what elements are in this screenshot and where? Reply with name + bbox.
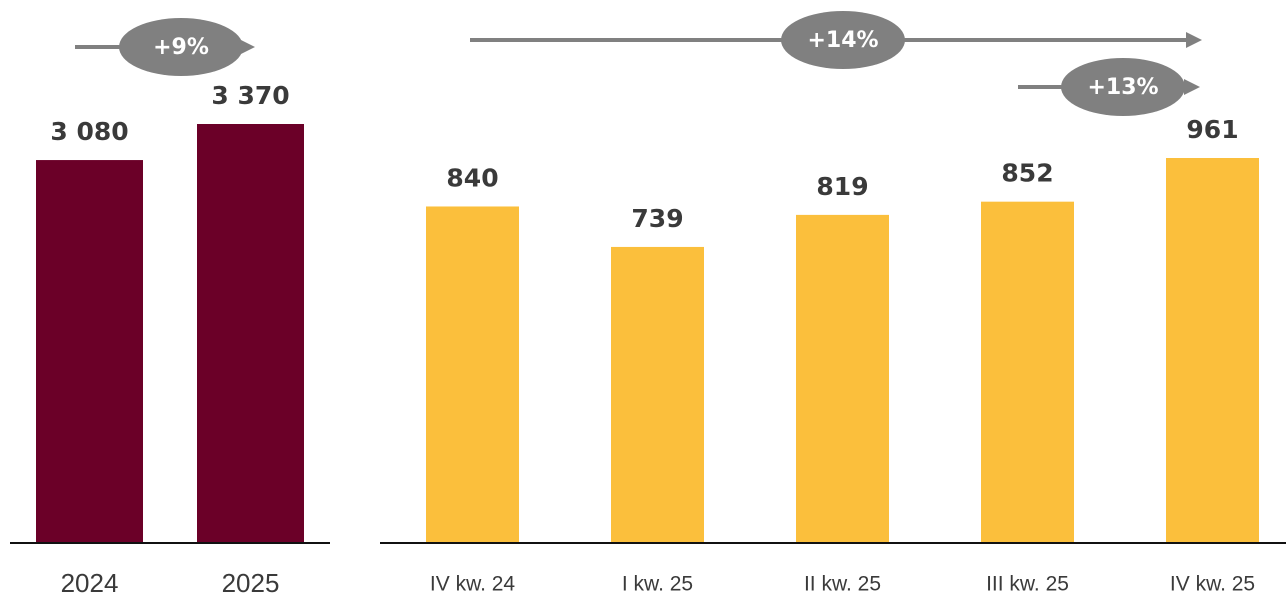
bar	[1166, 158, 1259, 543]
x-tick-label: IV kw. 24	[430, 573, 516, 596]
x-tick-label: 2025	[222, 568, 280, 598]
bar	[426, 206, 519, 544]
bar	[197, 124, 304, 543]
value-label: 852	[1001, 159, 1053, 188]
x-tick-label: I kw. 25	[622, 573, 693, 596]
value-label: 961	[1186, 115, 1238, 144]
bar	[36, 160, 143, 543]
bar	[981, 201, 1074, 543]
bar	[611, 246, 704, 543]
value-label: 3 370	[211, 81, 289, 110]
x-tick-label: III kw. 25	[986, 573, 1069, 596]
value-label: 739	[631, 204, 683, 233]
growth-badge	[1061, 58, 1185, 116]
arrow-head	[239, 39, 255, 55]
x-tick-label: IV kw. 25	[1170, 573, 1255, 596]
x-tick-label: 2024	[61, 568, 119, 598]
growth-badge	[781, 11, 905, 69]
value-label: 819	[816, 172, 868, 201]
growth-label: +14%	[807, 28, 878, 53]
arrow-head	[1186, 32, 1202, 48]
growth-badge	[119, 18, 243, 76]
x-tick-label: II kw. 25	[804, 573, 881, 596]
value-label: 840	[446, 163, 498, 192]
growth-label: +9%	[153, 35, 209, 60]
arrow-head	[1184, 79, 1200, 95]
value-label: 3 080	[50, 117, 128, 146]
growth-label: +13%	[1087, 75, 1158, 100]
bar	[796, 214, 889, 543]
